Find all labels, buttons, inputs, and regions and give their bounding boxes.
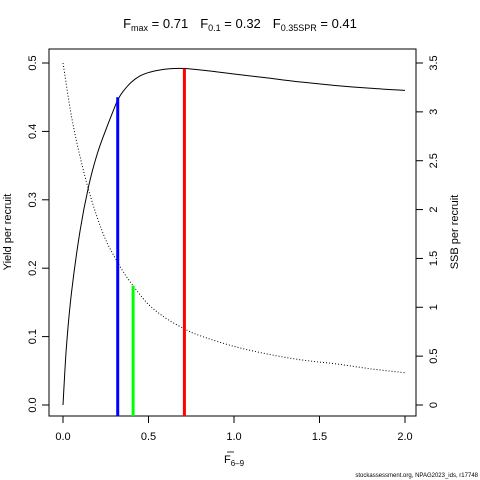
x-axis-title: F6–9	[224, 454, 245, 468]
f01-symbol: F	[200, 16, 208, 31]
y-right-tick-label: 2	[428, 207, 440, 213]
x-axis-title-main: F	[224, 454, 231, 466]
y-left-tick-label: 0.3	[27, 192, 39, 207]
fspr-symbol: F	[273, 16, 281, 31]
y-right-tick-label: 1	[428, 304, 440, 310]
footnote: stockassessment.org, NPAG2023_ids, r1774…	[355, 473, 478, 479]
x-axis-title-sub: 6–9	[231, 459, 245, 468]
chart-title: Fmax = 0.71 F0.1 = 0.32 F0.35SPR = 0.41	[123, 16, 357, 33]
reference-lines	[116, 68, 186, 416]
y-right-tick-label: 3.5	[428, 55, 440, 70]
plot-frame	[48, 48, 417, 417]
y-right-tick-label: 1.5	[428, 251, 440, 266]
y-left-tick-label: 0.4	[27, 124, 39, 139]
f01-sub: 0.1	[208, 23, 221, 33]
y-left-tick-label: 0.2	[27, 261, 39, 276]
y-right-tick-label: 0.5	[428, 348, 440, 363]
yield-per-recruit-line	[62, 67, 406, 406]
y-right-tick-label: 3	[428, 109, 440, 115]
fspr-value: = 0.41	[317, 16, 357, 31]
y-right-axis-title: SSB per recruit	[449, 195, 461, 270]
f01-value: = 0.32	[221, 16, 261, 31]
x-tick-label: 0.0	[55, 431, 70, 443]
y-right-tick-label: 0	[428, 402, 440, 408]
y-left-tick-label: 0.0	[27, 397, 39, 412]
x-tick-label: 2.0	[397, 431, 412, 443]
x-tick-label: 0.5	[141, 431, 156, 443]
fmax-sub: max	[131, 23, 149, 33]
y-left-tick-label: 0.5	[27, 55, 39, 70]
y-left-axis-title: Yield per recruit	[2, 194, 14, 271]
x-tick-label: 1.0	[226, 431, 241, 443]
axes: 0.0 0.5 1.0 1.5 2.0 0.0 0.1 0.2 0.3 0.4 0.5 0 0.5 1 1.…	[27, 55, 440, 443]
series-layer	[62, 62, 406, 406]
fmax-value: = 0.71	[148, 16, 188, 31]
ssb-per-recruit-line	[62, 62, 406, 374]
fmax-symbol: F	[123, 16, 131, 31]
x-tick-label: 1.5	[312, 431, 327, 443]
y-right-tick-label: 2.5	[428, 153, 440, 168]
y-left-tick-label: 0.1	[27, 329, 39, 344]
fspr-sub: 0.35SPR	[281, 23, 318, 33]
